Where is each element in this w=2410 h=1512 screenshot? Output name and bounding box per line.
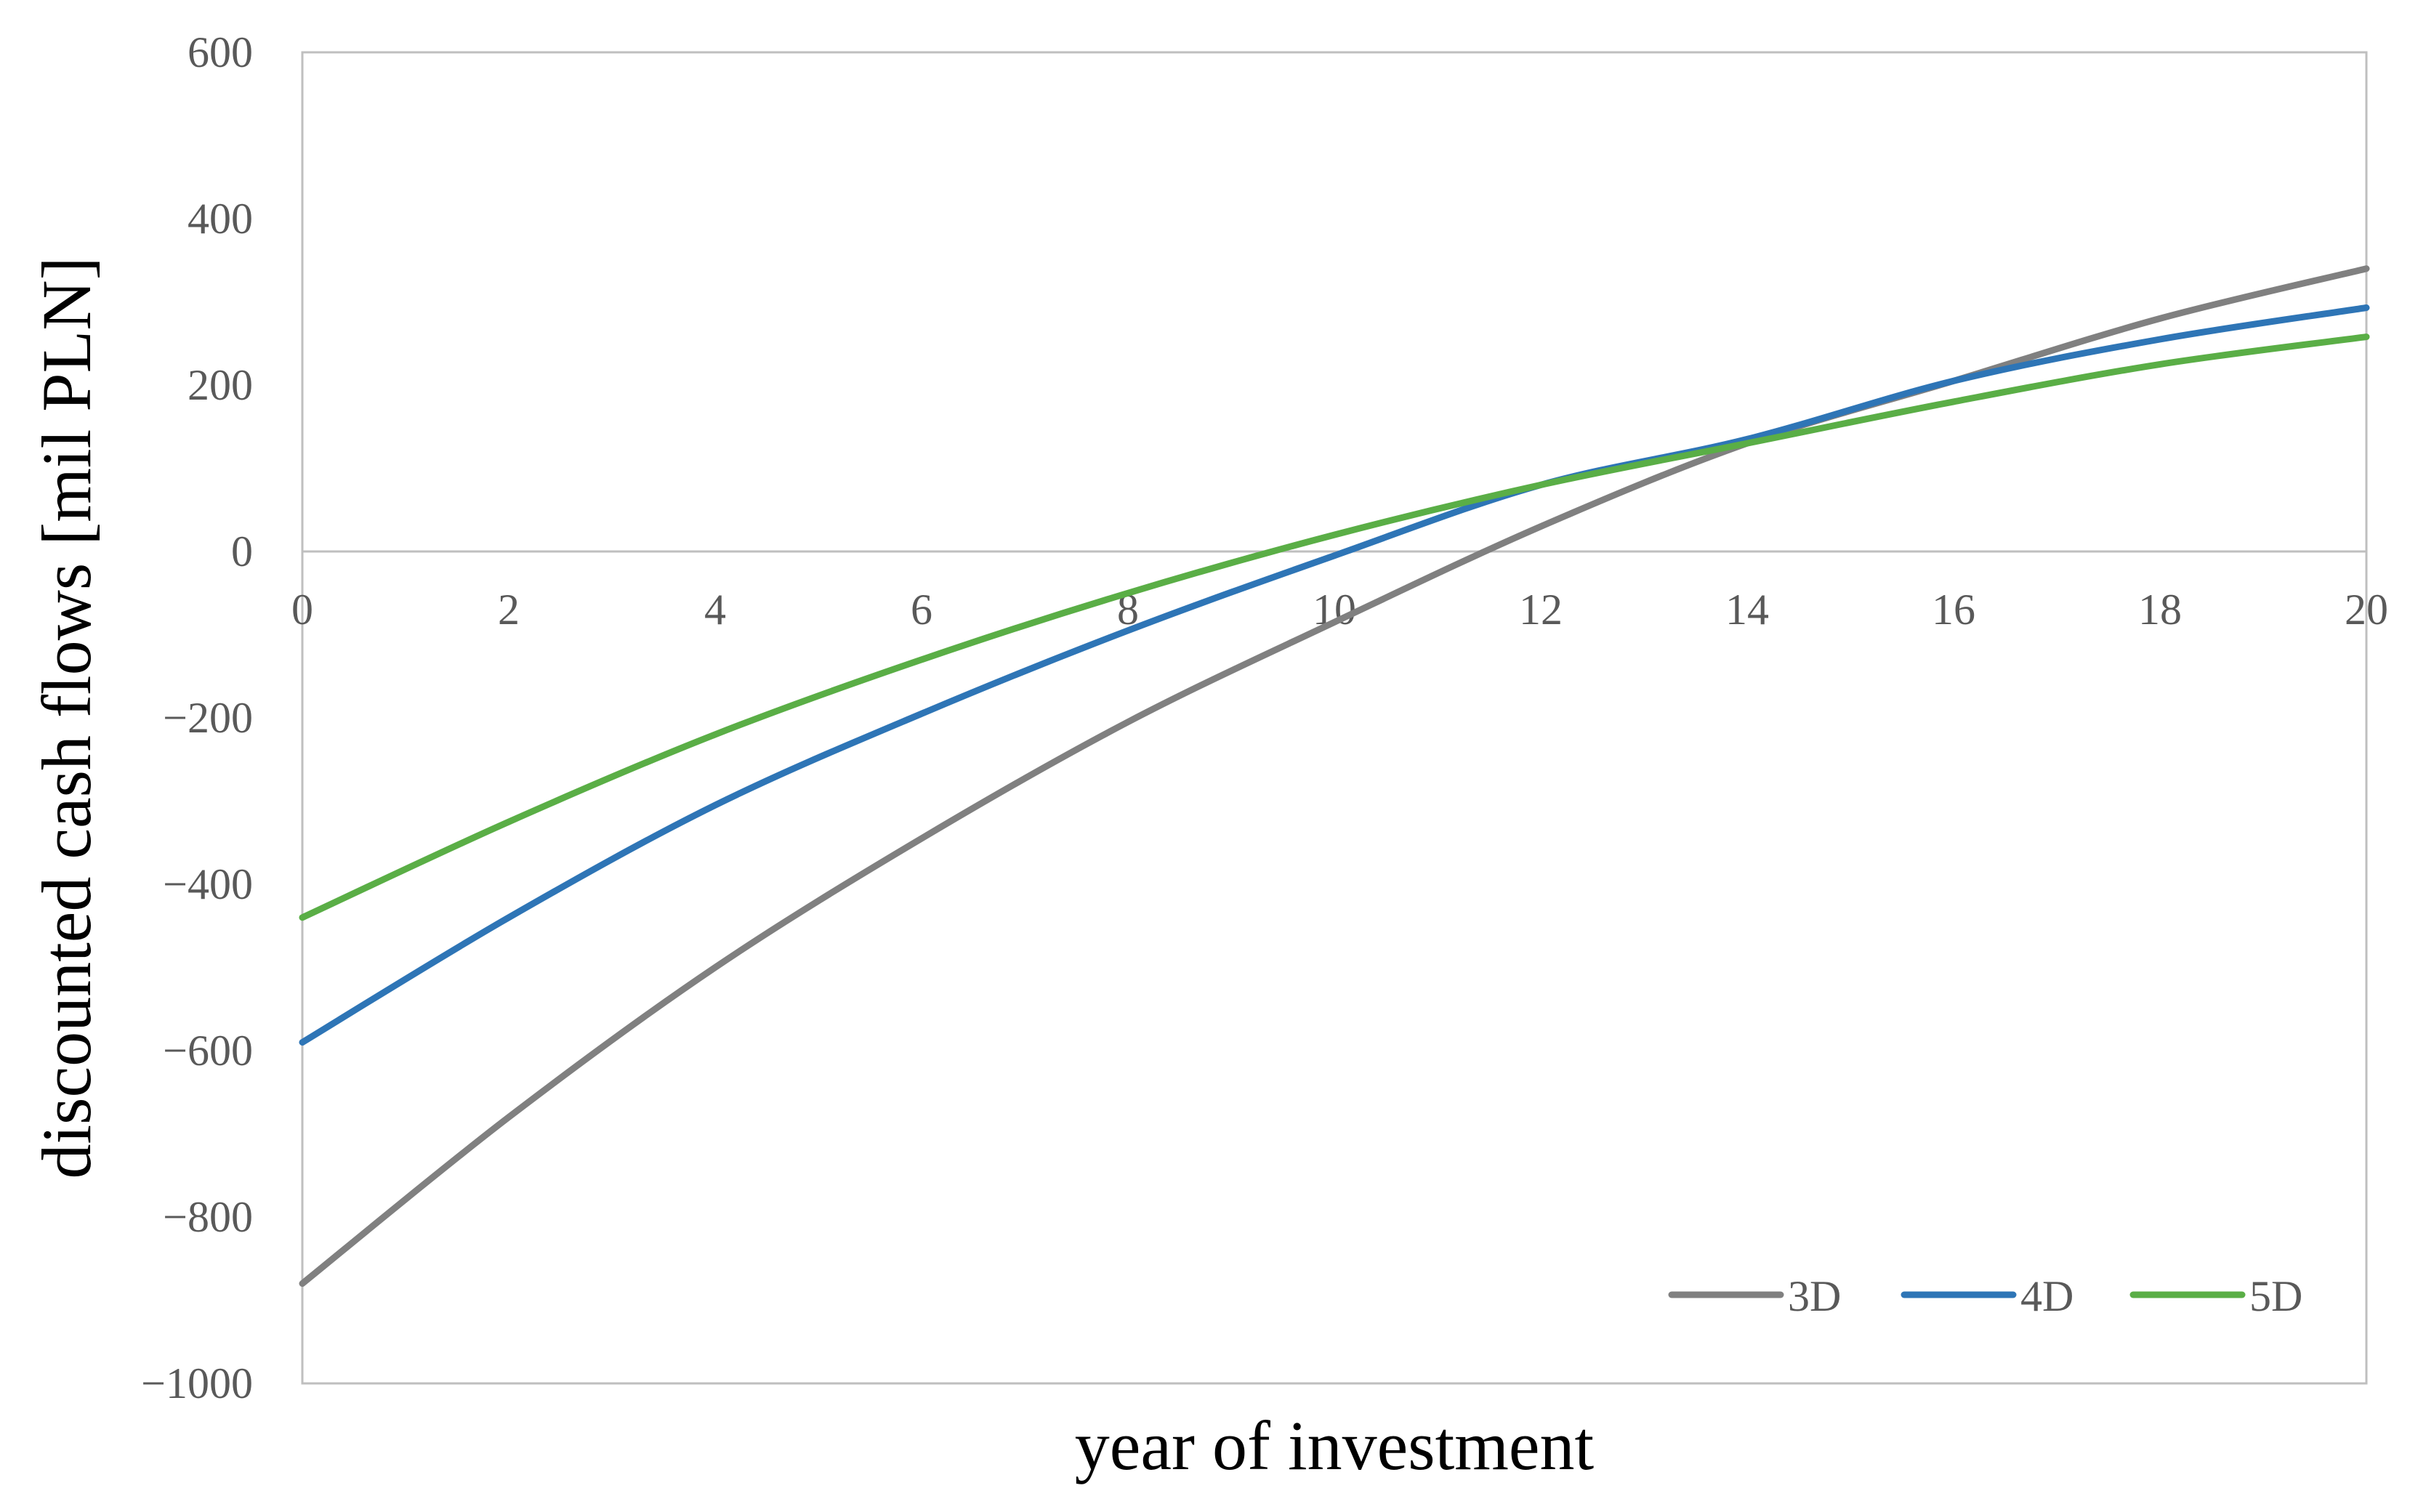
x-axis-title: year of investment	[1075, 1407, 1595, 1484]
series-line-3d	[299, 265, 2370, 1287]
plot-area-frame	[301, 51, 2368, 1385]
x-tick-label: 2	[498, 586, 520, 634]
legend: 3D 4D 5D	[1668, 1272, 2302, 1320]
x-tick-label: 20	[2345, 586, 2388, 634]
legend-label-5d: 5D	[2249, 1272, 2302, 1320]
y-tick-label: 600	[188, 28, 253, 76]
x-tick-label: 0	[291, 586, 313, 634]
y-tick-label: 0	[231, 527, 253, 575]
series-line-4d	[299, 304, 2370, 1046]
y-axis-title: discounted cash flows [mil PLN]	[28, 256, 105, 1179]
series-line-5d	[299, 333, 2370, 921]
x-tick-label: 4	[704, 586, 726, 634]
x-tick-label: 16	[1932, 586, 1975, 634]
y-tick-label: −1000	[141, 1359, 253, 1407]
y-tick-label: 200	[188, 361, 253, 409]
legend-label-4d: 4D	[2020, 1272, 2074, 1320]
y-tick-label: −200	[163, 694, 253, 742]
y-tick-label: −600	[163, 1027, 253, 1075]
y-tick-label: 400	[188, 195, 253, 243]
x-tick-label: 6	[911, 586, 932, 634]
legend-label-3d: 3D	[1788, 1272, 1841, 1320]
x-tick-label: 14	[1725, 586, 1769, 634]
y-axis-tick-labels: 600 400 200 0 −200 −400 −600 −800 −1000	[141, 28, 253, 1407]
series-lines	[299, 265, 2370, 1287]
y-tick-label: −800	[163, 1193, 253, 1241]
x-tick-label: 12	[1519, 586, 1563, 634]
y-tick-label: −400	[163, 860, 253, 908]
x-tick-label: 18	[2138, 586, 2182, 634]
x-axis-tick-labels: 0 2 4 6 8 10 12 14 16 18 20	[291, 586, 2388, 634]
